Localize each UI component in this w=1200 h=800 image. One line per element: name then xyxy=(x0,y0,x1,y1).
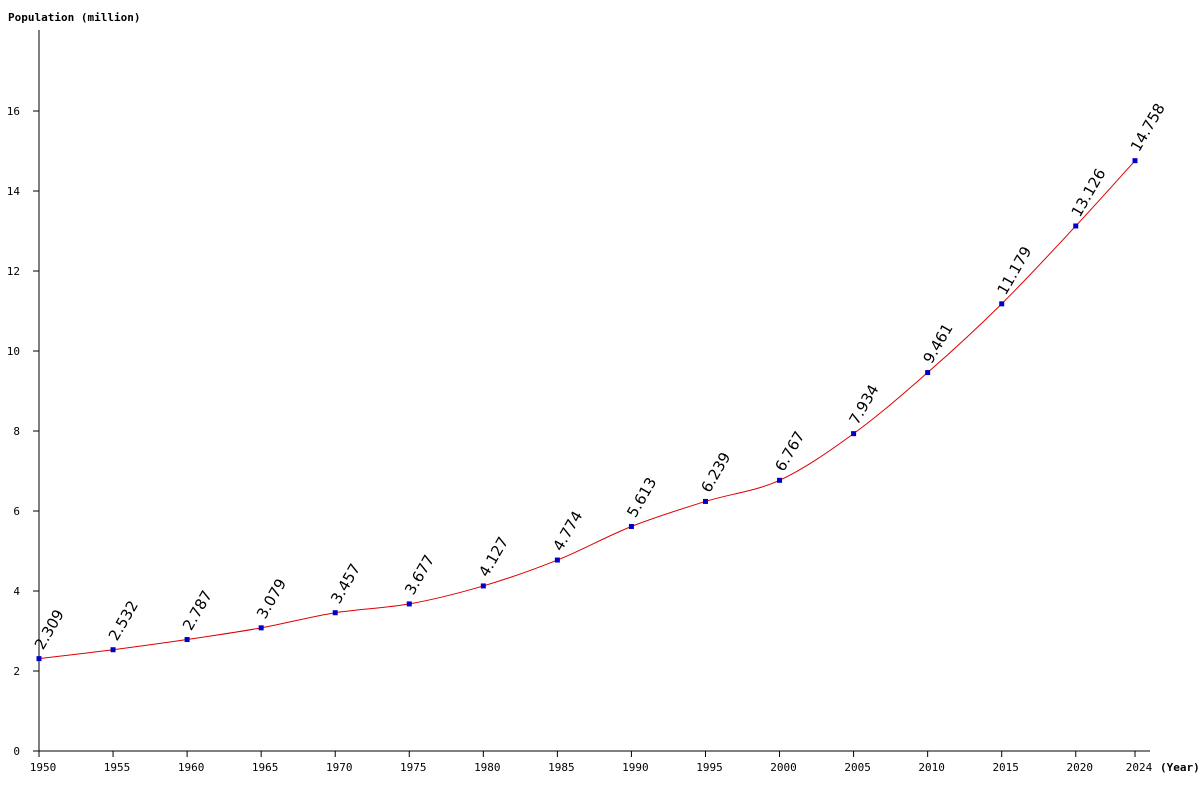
x-tick-label: 1985 xyxy=(548,761,575,774)
data-point xyxy=(258,625,264,631)
population-series-line xyxy=(38,160,1136,660)
data-point xyxy=(1073,223,1079,229)
data-point xyxy=(628,523,634,529)
data-point xyxy=(554,557,560,563)
data-point xyxy=(332,610,338,616)
y-axis-title: Population (million) xyxy=(8,11,140,24)
data-point xyxy=(184,637,190,643)
x-tick-label: 1975 xyxy=(400,761,427,774)
x-tick-label: 2010 xyxy=(918,761,945,774)
x-tick-label: 1960 xyxy=(178,761,205,774)
data-label: 3.079 xyxy=(253,576,290,622)
data-point xyxy=(702,498,708,504)
data-label: 11.179 xyxy=(994,243,1036,297)
y-tick-label: 16 xyxy=(7,105,20,118)
data-label: 4.127 xyxy=(475,534,512,580)
data-label: 2.309 xyxy=(31,606,68,652)
x-tick-label: 1980 xyxy=(474,761,501,774)
y-tick-label: 8 xyxy=(13,425,20,438)
y-tick-label: 10 xyxy=(7,345,20,358)
data-markers xyxy=(36,158,1138,662)
data-point xyxy=(110,647,116,653)
x-tick-label: 2000 xyxy=(770,761,797,774)
data-label: 3.457 xyxy=(327,561,364,607)
y-tick-label: 6 xyxy=(13,505,20,518)
data-label: 7.934 xyxy=(845,381,882,427)
data-point xyxy=(777,477,783,483)
y-ticks: 0 2 4 6 8 10 12 14 16 xyxy=(7,105,39,758)
data-label: 2.532 xyxy=(105,598,142,644)
data-point xyxy=(36,656,42,662)
data-point xyxy=(480,583,486,589)
data-point xyxy=(851,431,857,437)
data-label: 4.774 xyxy=(549,508,586,554)
data-label: 5.613 xyxy=(623,474,660,520)
x-ticks: 1950 1955 1960 1965 1970 1975 1980 1985 1990 1995… xyxy=(30,751,1153,774)
y-tick-label: 0 xyxy=(13,745,20,758)
x-tick-label: 1990 xyxy=(622,761,649,774)
x-tick-label: 1950 xyxy=(30,761,57,774)
y-tick-label: 4 xyxy=(13,585,20,598)
y-tick-label: 2 xyxy=(13,665,20,678)
data-label: 6.239 xyxy=(697,449,734,495)
x-tick-label: 1995 xyxy=(696,761,723,774)
x-tick-label: 1965 xyxy=(252,761,279,774)
y-tick-label: 12 xyxy=(7,265,20,278)
data-label: 2.787 xyxy=(179,587,216,633)
data-point xyxy=(999,301,1005,307)
data-labels: 2.309 2.532 2.787 3.079 3.457 3.677 4.127 4.774… xyxy=(31,100,1169,652)
data-point xyxy=(925,370,931,376)
data-label: 3.677 xyxy=(401,552,438,598)
x-tick-label: 1955 xyxy=(104,761,131,774)
y-tick-label: 14 xyxy=(7,185,21,198)
x-tick-label: 2015 xyxy=(992,761,1019,774)
x-tick-label: 2020 xyxy=(1067,761,1094,774)
data-label: 14.758 xyxy=(1127,100,1169,154)
x-tick-label: 2024 xyxy=(1126,761,1153,774)
data-point xyxy=(1132,158,1138,164)
data-point xyxy=(406,601,412,607)
x-tick-label: 1970 xyxy=(326,761,353,774)
x-axis-title: (Year) xyxy=(1160,761,1200,774)
data-label: 9.461 xyxy=(920,320,957,366)
x-tick-label: 2005 xyxy=(844,761,871,774)
